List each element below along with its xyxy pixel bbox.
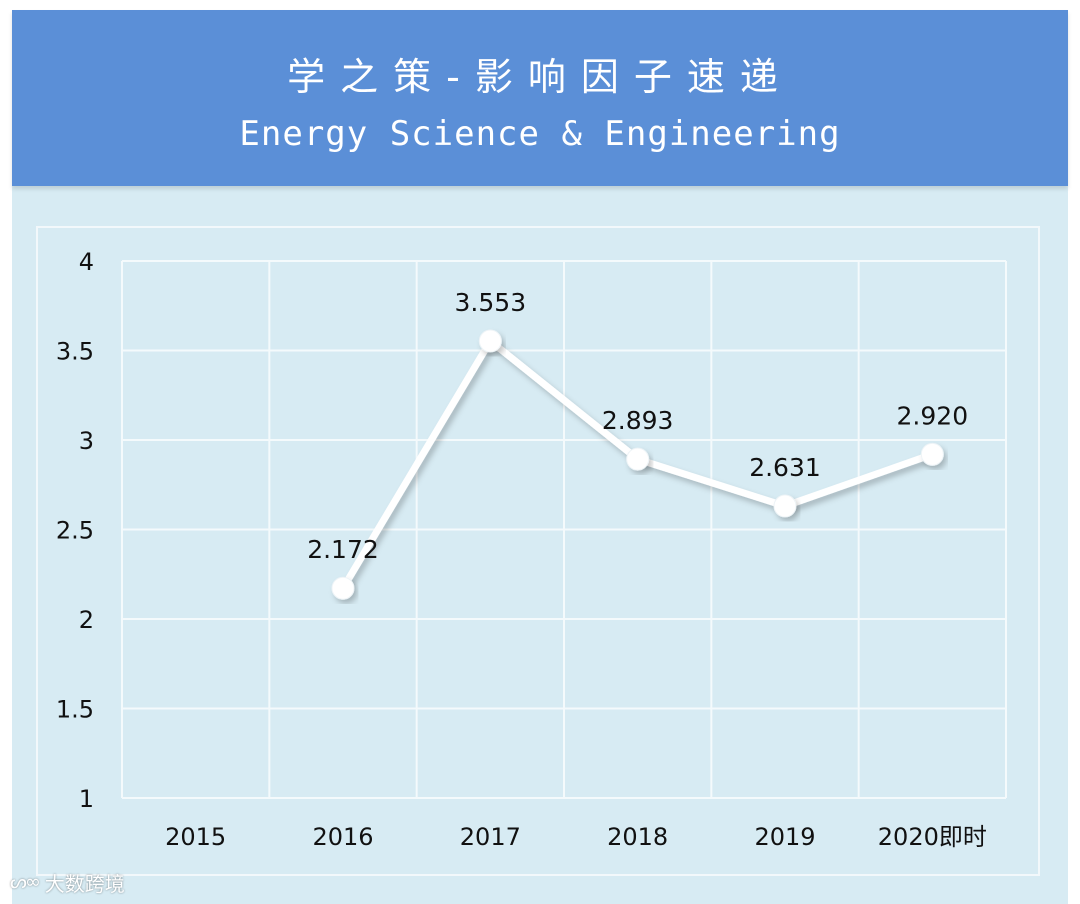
y-axis-tick-labels: 1 1.5 2 2.5 3 3.5 4: [56, 248, 94, 813]
y-tick-label-1.5: 1.5: [56, 696, 94, 724]
chart-title-chinese: 学之策-影响因子速递: [287, 55, 793, 99]
x-tick-label-2016: 2016: [312, 823, 373, 851]
y-tick-label-1: 1: [79, 785, 94, 813]
x-tick-label-2015: 2015: [165, 823, 226, 851]
y-tick-label-2.5: 2.5: [56, 517, 94, 545]
watermark-text: 大数跨境: [44, 871, 125, 896]
watermark: ᔕ∞ 大数跨境: [10, 868, 125, 896]
chart-card: [36, 226, 1040, 876]
data-label-2018: 2.893: [602, 406, 674, 435]
x-tick-label-2020即时: 2020即时: [878, 823, 987, 851]
x-axis-tick-labels: 2015 2016 2017 2018 2019 2020即时: [165, 823, 987, 851]
data-points-layer: [331, 329, 944, 600]
x-tick-label-2019: 2019: [754, 823, 815, 851]
data-label-2020即时: 2.920: [897, 401, 969, 430]
chart-title-english: Energy Science & Engineering: [239, 114, 841, 154]
data-label-2019: 2.631: [749, 453, 821, 482]
data-label-2017: 3.553: [455, 288, 527, 317]
y-tick-label-2: 2: [79, 606, 94, 634]
x-tick-label-2018: 2018: [607, 823, 668, 851]
data-label-2016: 2.172: [307, 535, 379, 564]
grid-lines: [121, 260, 1007, 799]
data-point-2020即时: [920, 442, 944, 466]
data-labels-layer: 2.172 3.553 2.893 2.631 2.920: [307, 288, 968, 564]
data-point-2016: [331, 576, 355, 600]
data-point-2019: [773, 494, 797, 518]
y-tick-label-3: 3: [79, 427, 94, 455]
x-tick-label-2017: 2017: [460, 823, 521, 851]
y-tick-label-4: 4: [79, 248, 94, 276]
y-tick-label-3.5: 3.5: [56, 338, 94, 366]
logo-icon: ᔕ∞: [10, 871, 41, 893]
data-point-2017: [478, 329, 502, 353]
header-banner: 学之策-影响因子速递 Energy Science & Engineering: [12, 10, 1068, 186]
data-point-2018: [626, 447, 650, 471]
